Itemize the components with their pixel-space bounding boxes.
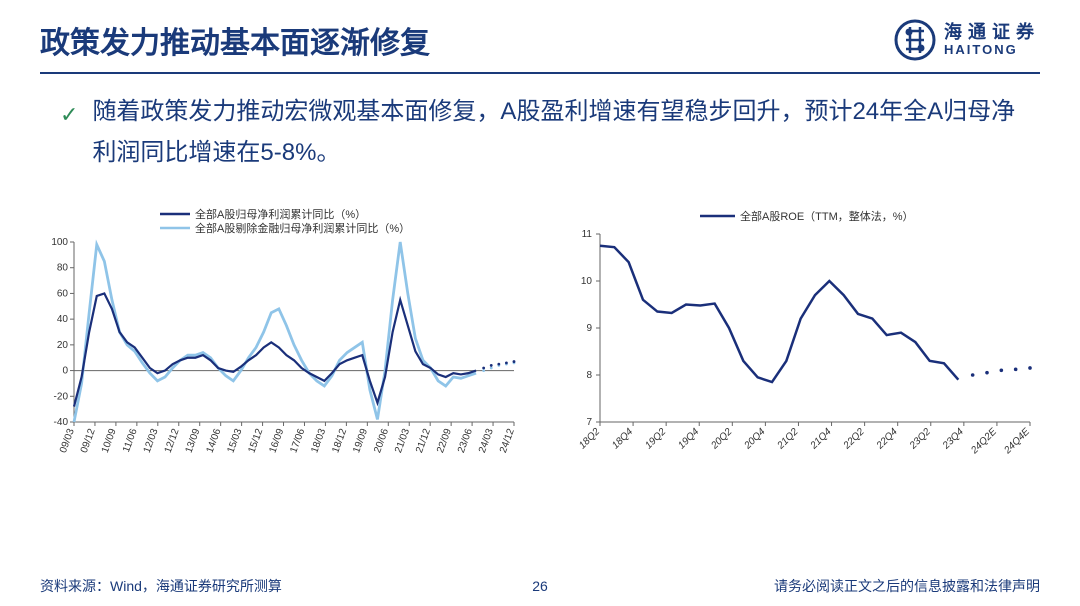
svg-text:10/09: 10/09	[100, 426, 119, 454]
svg-text:14/06: 14/06	[205, 426, 224, 454]
svg-text:09/12: 09/12	[79, 426, 98, 454]
svg-text:12/03: 12/03	[142, 426, 161, 454]
svg-text:80: 80	[57, 262, 69, 273]
svg-text:21Q4: 21Q4	[808, 426, 834, 452]
svg-text:23Q2: 23Q2	[907, 426, 933, 452]
svg-text:12/12: 12/12	[163, 426, 182, 454]
svg-text:24/03: 24/03	[477, 426, 496, 454]
svg-text:19/09: 19/09	[351, 426, 370, 454]
svg-text:15/03: 15/03	[226, 426, 245, 454]
page-number: 26	[532, 578, 548, 594]
svg-text:20Q4: 20Q4	[742, 426, 768, 452]
svg-text:11/06: 11/06	[121, 426, 140, 453]
svg-text:11: 11	[582, 229, 593, 240]
svg-text:0: 0	[62, 365, 68, 376]
svg-text:-20: -20	[54, 391, 69, 402]
svg-text:17/06: 17/06	[288, 426, 307, 454]
svg-text:22Q4: 22Q4	[874, 426, 900, 452]
svg-text:24Q2E: 24Q2E	[969, 426, 1000, 457]
svg-text:19Q2: 19Q2	[643, 426, 668, 451]
bullet-text: 随着政策发力推动宏微观基本面修复，A股盈利增速有望稳步回升，预计24年全A归母净…	[92, 92, 1020, 174]
svg-text:23/06: 23/06	[456, 426, 475, 454]
chart-profit-growth: 全部A股归母净利润累计同比（%）全部A股剔除金融归母净利润累计同比（%） -40 -…	[40, 204, 520, 474]
bullet-item: ✓ 随着政策发力推动宏微观基本面修复，A股盈利增速有望稳步回升，预计24年全A归…	[60, 92, 1020, 174]
charts-row: 全部A股归母净利润累计同比（%）全部A股剔除金融归母净利润累计同比（%） -40 -…	[0, 174, 1080, 474]
svg-text:9: 9	[586, 323, 592, 334]
svg-text:7: 7	[586, 417, 592, 428]
svg-text:全部A股剔除金融归母净利润累计同比（%）: 全部A股剔除金融归母净利润累计同比（%）	[195, 221, 410, 235]
svg-text:18/03: 18/03	[309, 426, 328, 454]
svg-text:20Q2: 20Q2	[709, 426, 735, 452]
svg-text:13/09: 13/09	[184, 426, 203, 454]
bullet-block: ✓ 随着政策发力推动宏微观基本面修复，A股盈利增速有望稳步回升，预计24年全A归…	[0, 88, 1080, 174]
svg-text:40: 40	[57, 314, 69, 325]
svg-text:20/06: 20/06	[372, 426, 391, 454]
logo-text-cn: 海通证券	[944, 23, 1040, 43]
svg-text:15/12: 15/12	[246, 426, 265, 454]
svg-text:09/03: 09/03	[58, 426, 77, 454]
svg-text:21Q2: 21Q2	[775, 426, 801, 452]
svg-text:18/12: 18/12	[330, 426, 349, 454]
header-rule	[40, 72, 1040, 74]
svg-text:18Q4: 18Q4	[610, 426, 635, 451]
svg-text:21/03: 21/03	[393, 426, 412, 454]
svg-text:22/09: 22/09	[435, 426, 454, 454]
logo-text-en: HAITONG	[944, 43, 1040, 57]
svg-text:10: 10	[581, 276, 593, 287]
svg-text:22Q2: 22Q2	[841, 426, 867, 452]
svg-text:23Q4: 23Q4	[940, 426, 966, 452]
svg-text:60: 60	[57, 288, 69, 299]
svg-text:24Q4E: 24Q4E	[1002, 426, 1033, 457]
svg-text:16/09: 16/09	[267, 426, 286, 454]
header: 政策发力推动基本面逐渐修复 海通证券 HAITONG	[0, 0, 1080, 72]
svg-text:100: 100	[51, 237, 68, 248]
chart-roe: 全部A股ROE（TTM，整体法，%） 7 8 9 10 11 18Q2 18Q4 19Q2 19Q…	[560, 204, 1040, 474]
footer-source: 资料来源：Wind，海通证券研究所测算	[40, 576, 282, 596]
svg-text:21/12: 21/12	[414, 426, 433, 454]
svg-text:全部A股ROE（TTM，整体法，%）: 全部A股ROE（TTM，整体法，%）	[740, 209, 914, 223]
svg-text:20: 20	[57, 339, 69, 350]
footer: 资料来源：Wind，海通证券研究所测算 26 请务必阅读正文之后的信息披露和法律…	[0, 576, 1080, 596]
svg-text:-40: -40	[54, 417, 69, 428]
svg-text:18Q2: 18Q2	[577, 426, 602, 451]
svg-text:8: 8	[586, 370, 592, 381]
logo-icon	[894, 19, 936, 61]
svg-text:19Q4: 19Q4	[676, 426, 701, 451]
check-icon: ✓	[60, 96, 78, 133]
svg-text:全部A股归母净利润累计同比（%）: 全部A股归母净利润累计同比（%）	[195, 207, 366, 221]
logo: 海通证券 HAITONG	[894, 19, 1040, 61]
footer-disclaimer: 请务必阅读正文之后的信息披露和法律声明	[774, 576, 1040, 596]
page-title: 政策发力推动基本面逐渐修复	[40, 18, 430, 62]
svg-text:24/12: 24/12	[498, 426, 517, 454]
